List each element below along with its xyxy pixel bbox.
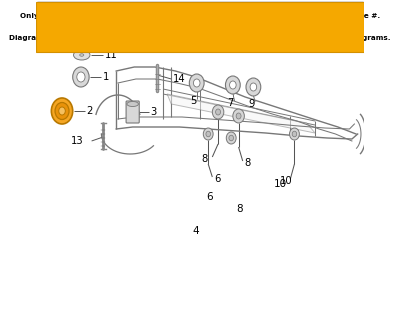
Text: 10: 10	[274, 179, 287, 189]
Text: 8: 8	[201, 154, 207, 164]
Ellipse shape	[127, 101, 138, 107]
Bar	[36, 2, 364, 52]
Circle shape	[59, 107, 65, 115]
Text: 11: 11	[105, 50, 118, 60]
Circle shape	[233, 109, 244, 123]
Text: Only one part or sub-assembly in diagram included. See Item Specifics for Refere: Only one part or sub-assembly in diagram…	[20, 13, 380, 19]
Polygon shape	[167, 94, 315, 133]
Text: 2: 2	[87, 106, 93, 116]
Text: 9: 9	[248, 99, 255, 109]
Ellipse shape	[80, 54, 84, 56]
Circle shape	[250, 83, 257, 91]
Text: 4: 4	[192, 226, 199, 236]
Circle shape	[292, 131, 297, 137]
Circle shape	[216, 109, 220, 115]
Text: 8: 8	[236, 204, 243, 214]
Circle shape	[73, 67, 89, 87]
Text: 12: 12	[105, 29, 118, 39]
Text: 10: 10	[280, 176, 292, 186]
Circle shape	[290, 128, 299, 140]
Circle shape	[246, 78, 261, 96]
Text: 5: 5	[190, 96, 197, 106]
Ellipse shape	[74, 50, 90, 60]
Polygon shape	[80, 9, 87, 19]
Text: 15: 15	[105, 9, 118, 19]
Text: 3: 3	[151, 107, 157, 117]
Circle shape	[206, 131, 210, 137]
Circle shape	[236, 113, 241, 119]
Circle shape	[212, 105, 224, 119]
Circle shape	[189, 74, 204, 92]
Circle shape	[82, 12, 85, 16]
Ellipse shape	[82, 33, 85, 35]
Text: 8: 8	[244, 158, 250, 168]
Text: 13: 13	[70, 136, 83, 146]
Ellipse shape	[77, 30, 90, 38]
Text: 6: 6	[214, 174, 220, 184]
Text: 6: 6	[206, 192, 213, 202]
Circle shape	[203, 128, 213, 140]
Text: 7: 7	[227, 98, 234, 108]
Text: 1: 1	[103, 72, 110, 82]
Circle shape	[51, 98, 73, 124]
Text: Diagram may not be specific to your vehicle. See Compatibility for vehicle-speci: Diagram may not be specific to your vehi…	[9, 35, 391, 41]
Circle shape	[230, 81, 236, 89]
FancyBboxPatch shape	[126, 101, 139, 123]
Circle shape	[194, 79, 200, 87]
Circle shape	[55, 102, 69, 120]
Circle shape	[229, 135, 234, 141]
Circle shape	[226, 76, 240, 94]
Circle shape	[226, 132, 236, 144]
Text: 14: 14	[173, 74, 186, 84]
Circle shape	[77, 72, 85, 82]
